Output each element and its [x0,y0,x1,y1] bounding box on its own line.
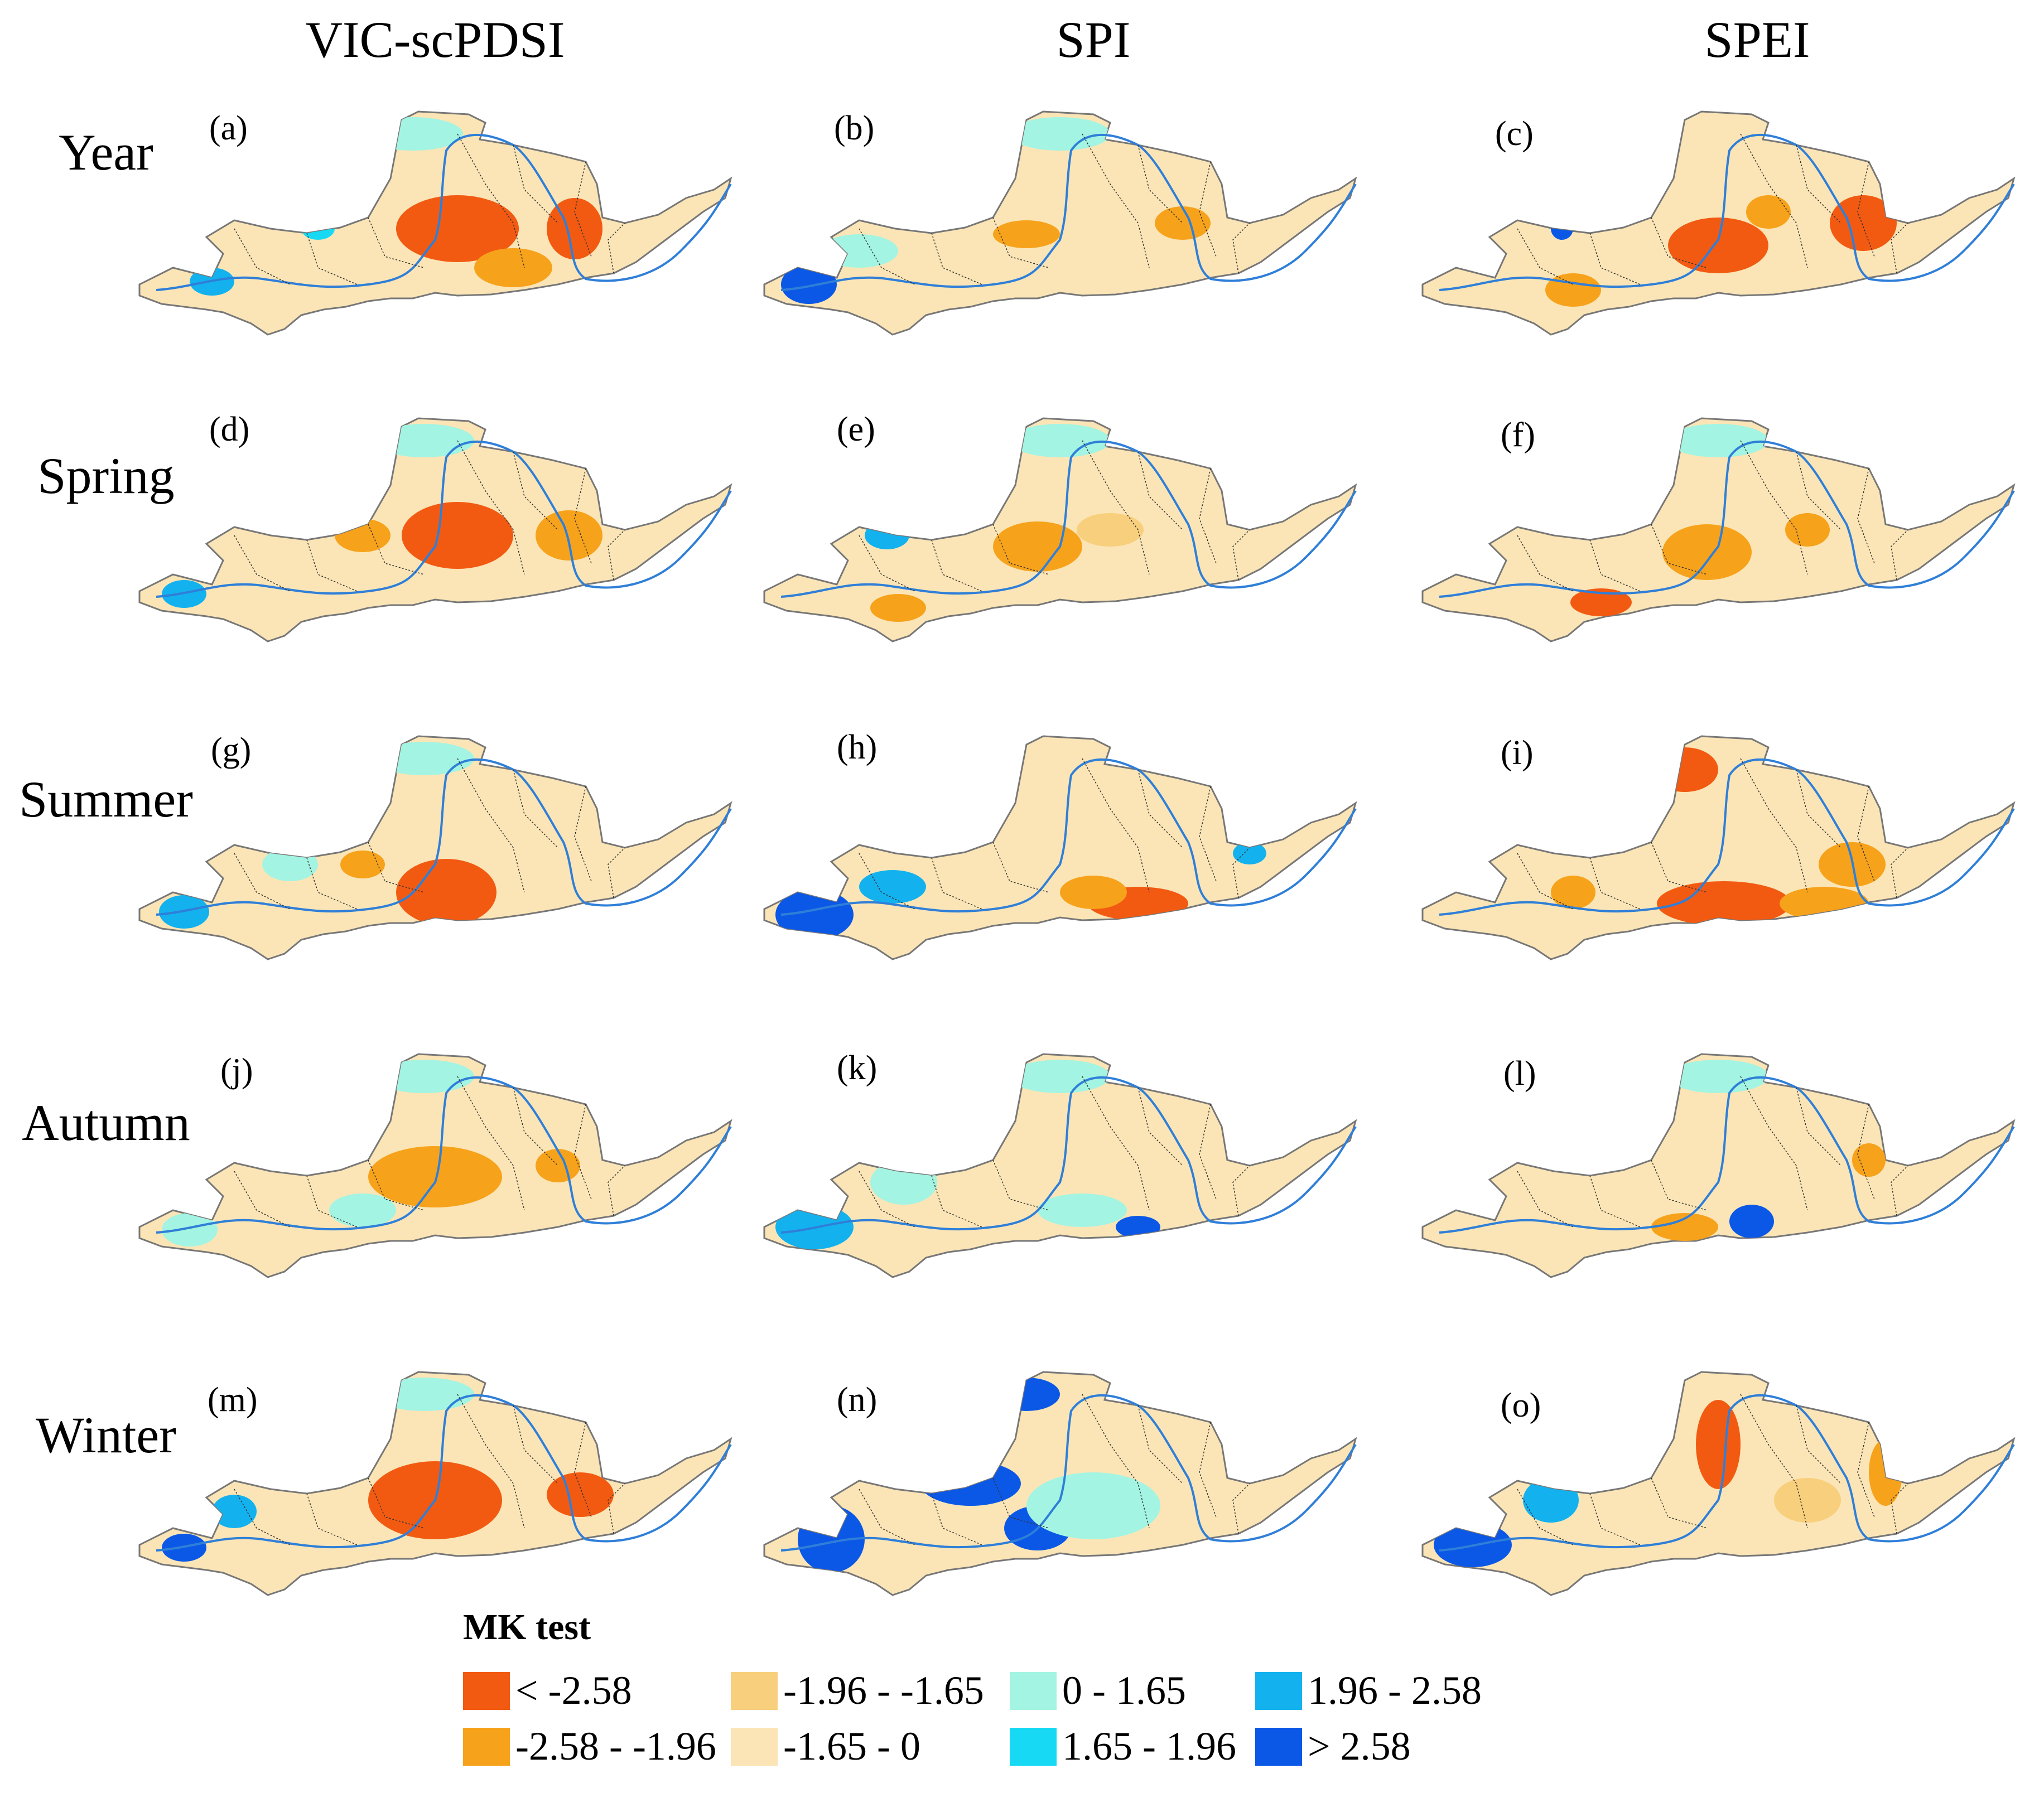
legend-title: MK test [463,1606,591,1649]
legend-label: -1.96 - -1.65 [783,1668,984,1714]
trend-patch [1651,1213,1718,1241]
legend-item-0-165: 0 - 1.65 [1010,1668,1186,1714]
trend-patch [162,1213,218,1246]
trend-patch [1010,424,1110,457]
trend-patch [1545,273,1601,307]
legend-item-196-165: -1.96 - -1.65 [731,1668,984,1714]
trend-patch [1668,1060,1768,1093]
trend-patch [1556,1149,1590,1171]
map-d-vic-scpdsi-spring [123,407,736,669]
legend-swatch [1010,1728,1057,1766]
column-title-spi: SPI [842,10,1344,69]
trend-patch [474,248,552,287]
legend-swatch [731,1728,778,1766]
trend-patch [1026,1472,1160,1539]
trend-patch [859,870,926,904]
map-g-vic-scpdsi-summer [123,725,736,987]
legend-label: -1.65 - 0 [783,1723,920,1770]
legend-item-165-0: -1.65 - 0 [731,1723,920,1770]
trend-patch [1696,1400,1741,1489]
legend-swatch [1255,1672,1302,1710]
trend-patch [993,521,1082,572]
legend-label: -2.58 - -1.96 [515,1723,716,1770]
legend-label: < -2.58 [515,1668,632,1714]
trend-patch [547,198,602,259]
trend-patch [820,234,898,268]
legend-item-165-196: 1.65 - 1.96 [1010,1723,1236,1770]
trend-patch [1729,1205,1774,1238]
column-title-spei: SPEI [1506,10,2008,69]
trend-patch [374,742,474,775]
trend-patch [1780,887,1869,920]
legend-item-gt-258: > 2.58 [1255,1723,1411,1770]
map-b-spi-year [748,100,1361,363]
map-h-spi-summer [748,725,1361,987]
trend-patch [547,1472,614,1517]
trend-patch [1155,206,1211,240]
map-f-spei-spring [1406,407,2019,669]
legend-label: 0 - 1.65 [1062,1668,1186,1714]
trend-patch [1010,1060,1110,1093]
trend-patch [1651,747,1718,792]
map-j-vic-scpdsi-autumn [123,1043,736,1305]
map-n-spi-winter [748,1361,1361,1623]
trend-patch [865,521,909,549]
trend-patch [1869,1439,1902,1506]
map-k-spi-autumn [748,1043,1361,1305]
trend-patch [870,594,926,622]
map-l-spei-autumn [1406,1043,2019,1305]
trend-patch [1785,513,1830,547]
trend-patch [781,265,837,304]
trend-patch [1852,1143,1886,1177]
trend-patch [1077,513,1144,547]
trend-patch [1668,424,1768,457]
legend-swatch [463,1728,510,1766]
trend-patch [536,1149,580,1182]
basin-outline [764,736,1356,959]
trend-patch [340,851,385,878]
map-c-spei-year [1406,100,2019,363]
map-e-spi-spring [748,407,1361,669]
legend-swatch [463,1672,510,1710]
trend-patch [993,220,1060,248]
trend-patch [1060,876,1127,909]
trend-patch [1668,218,1768,273]
map-i-spei-summer [1406,725,2019,987]
legend-label: 1.96 - 2.58 [1308,1668,1482,1714]
trend-patch [1233,842,1266,864]
trend-patch [1746,195,1791,229]
trend-patch [1038,1194,1127,1227]
legend-item-258-196: -2.58 - -1.96 [463,1723,716,1770]
legend-swatch [1255,1728,1302,1766]
map-o-spei-winter [1406,1361,2019,1623]
column-title-vic-scpdsi: VIC-scPDSI [184,10,686,69]
legend-swatch [731,1672,778,1710]
trend-patch [329,1194,396,1227]
trend-patch [368,1146,502,1207]
legend-swatch [1010,1672,1057,1710]
legend-item-lt-258: < -2.58 [463,1668,632,1714]
legend-label: 1.65 - 1.96 [1062,1723,1236,1770]
trend-patch [1662,524,1752,580]
map-a-vic-scpdsi-year [123,100,736,363]
map-m-vic-scpdsi-winter [123,1361,736,1623]
trend-patch [920,1461,1021,1506]
trend-patch [363,117,463,151]
legend-item-196-258: 1.96 - 2.58 [1255,1668,1482,1714]
trend-patch [396,859,496,926]
trend-patch [335,519,391,552]
trend-patch [374,1060,474,1093]
trend-patch [870,1160,937,1205]
trend-patch [536,510,602,561]
trend-patch [1774,1478,1841,1523]
trend-patch [374,424,474,457]
trend-patch [993,1378,1060,1411]
legend-label: > 2.58 [1308,1723,1411,1770]
trend-patch [402,502,513,569]
trend-patch [374,1378,474,1411]
trend-patch [1830,195,1897,251]
trend-patch [1010,117,1110,151]
trend-patch [1523,1478,1579,1523]
trend-patch [1551,876,1595,909]
